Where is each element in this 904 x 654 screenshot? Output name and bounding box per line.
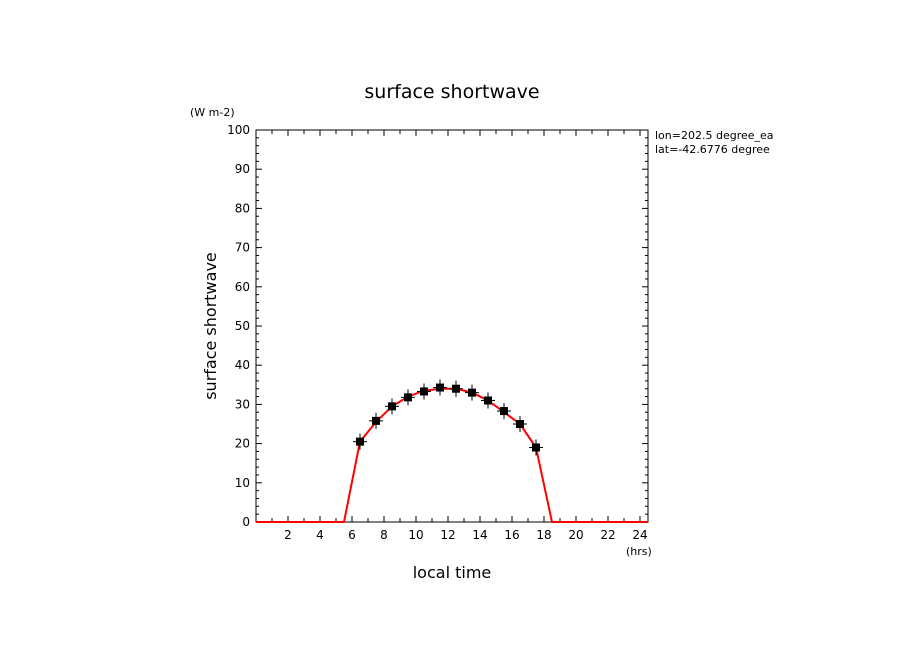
- plot-frame: [255, 129, 649, 523]
- x-tick-label: 4: [316, 528, 324, 542]
- x-tick-label: 2: [284, 528, 292, 542]
- y-tick-label: 60: [235, 280, 250, 294]
- x-tick-label: 22: [600, 528, 615, 542]
- data-point: [369, 412, 383, 429]
- y-tick-label: 70: [235, 241, 250, 255]
- plot-markers: [353, 379, 543, 456]
- data-point: [417, 383, 431, 400]
- data-point: [449, 380, 463, 397]
- annotation-lon: lon=202.5 degree_ea: [655, 129, 774, 142]
- data-point: [481, 392, 495, 409]
- data-point: [497, 403, 511, 420]
- data-point: [513, 416, 527, 432]
- x-tick-label: 6: [348, 528, 356, 542]
- y-tick-label: 40: [235, 358, 250, 372]
- y-axis: 0 10 20 30 40 50 60 70 80 90 100: [227, 123, 648, 529]
- x-tick-label: 16: [504, 528, 519, 542]
- plot-series: [256, 387, 648, 523]
- y-unit-label: (W m-2): [190, 106, 235, 119]
- data-point: [529, 439, 543, 456]
- x-axis-title: local time: [413, 563, 492, 582]
- y-tick-label: 80: [235, 201, 250, 215]
- data-point: [401, 389, 415, 406]
- x-unit-label: (hrs): [626, 545, 652, 558]
- x-axis: 2 4 6 8 10 12 14 16 18 20 22 24: [271, 130, 648, 542]
- y-axis-title: surface shortwave: [201, 252, 220, 400]
- data-point: [353, 433, 367, 450]
- x-tick-label: 12: [440, 528, 455, 542]
- annotation-lat: lat=-42.6776 degree: [655, 143, 770, 156]
- y-tick-label: 20: [235, 437, 250, 451]
- y-tick-label: 30: [235, 397, 250, 411]
- x-tick-label: 20: [568, 528, 583, 542]
- y-tick-label: 100: [227, 123, 250, 137]
- y-tick-label: 10: [235, 476, 250, 490]
- series-line: [256, 387, 648, 523]
- x-tick-label: 14: [472, 528, 487, 542]
- x-tick-label: 10: [408, 528, 423, 542]
- data-point: [465, 384, 479, 401]
- x-tick-label: 8: [380, 528, 388, 542]
- x-tick-label: 24: [632, 528, 647, 542]
- x-tick-label: 18: [536, 528, 551, 542]
- y-tick-label: 0: [242, 515, 250, 529]
- chart-title: surface shortwave: [364, 81, 539, 103]
- data-point: [433, 379, 447, 396]
- y-tick-label: 90: [235, 162, 250, 176]
- data-point: [385, 398, 399, 415]
- y-tick-label: 50: [235, 319, 250, 333]
